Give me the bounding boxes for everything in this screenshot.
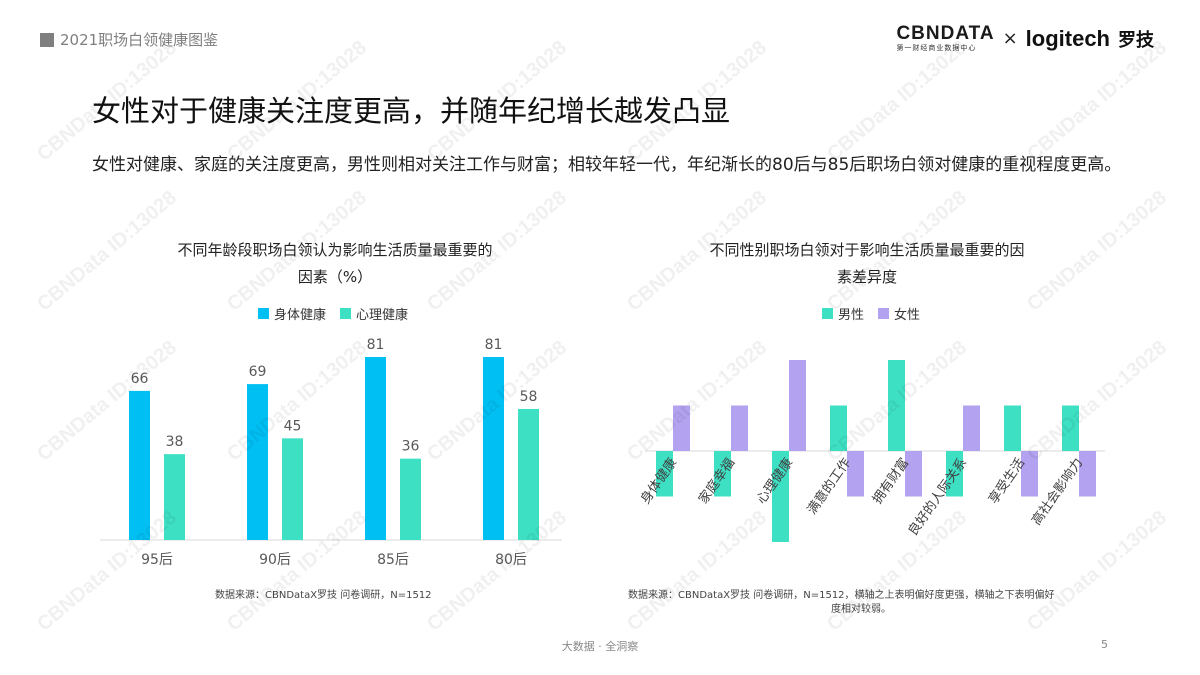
chart2-source: 数据来源：CBNDataX罗技 问卷调研，N=1512，横轴之上表明偏好度更强，… <box>628 589 1118 617</box>
chart2-legend-label-2: 女性 <box>894 308 921 323</box>
chart2-bar <box>888 360 905 451</box>
chart1-bar <box>483 357 504 540</box>
chart1-data-label: 81 <box>485 337 503 353</box>
chart1-source: 数据来源：CBNDataX罗技 问卷调研，N=1512 <box>215 590 432 601</box>
chart1-data-label: 36 <box>402 439 420 455</box>
chart1-title: 不同年龄段职场白领认为影响生活质量最重要的 因素（%） <box>120 237 550 291</box>
logitech-cn-logo: 罗技 <box>1118 29 1154 51</box>
chart1-data-label: 58 <box>520 389 538 405</box>
chart1-legend-label-1: 身体健康 <box>274 308 327 323</box>
chart2-legend-swatch-2 <box>878 308 890 319</box>
chart1-bar <box>282 438 303 540</box>
header-tag: 2021职场白领健康图鉴 <box>40 29 218 50</box>
logo-separator: × <box>1002 28 1018 49</box>
page-number: 5 <box>1101 638 1108 651</box>
chart2-bar <box>1021 451 1038 497</box>
chart1-category-label: 95后 <box>141 552 173 568</box>
chart1-legend-swatch-2 <box>340 308 352 319</box>
chart2-bar <box>714 451 731 497</box>
chart1-bar <box>247 384 268 540</box>
cbndata-logo-sub: 第一财经商业数据中心 <box>896 44 977 52</box>
chart1-data-label: 81 <box>367 337 385 353</box>
partner-logos: CBNDATA 第一财经商业数据中心 × logitech 罗技 <box>896 24 1154 53</box>
chart1-title-line1: 不同年龄段职场白领认为影响生活质量最重要的 <box>177 241 493 259</box>
chart1-bar <box>129 390 150 540</box>
chart2-bar <box>731 405 748 451</box>
chart2-source-line2: 度相对较弱。 <box>831 604 891 615</box>
chart1-legend-item-2: 心理健康 <box>340 304 408 323</box>
chart1-data-label: 69 <box>249 364 267 380</box>
page-subtitle: 女性对健康、家庭的关注度更高，男性则相对关注工作与财富；相较年轻一代，年纪渐长的… <box>92 155 1122 175</box>
chart2-legend: 男性 女性 <box>822 304 934 323</box>
chart1-bar <box>164 454 185 540</box>
chart1-category-label: 90后 <box>259 552 291 568</box>
chart2-title-line2: 素差异度 <box>836 268 897 286</box>
chart2-legend-swatch-1 <box>822 308 833 319</box>
chart2-bar <box>789 360 806 451</box>
chart1-legend: 身体健康 心理健康 <box>258 304 422 323</box>
chart2-bar <box>1079 451 1096 497</box>
chart2-bar <box>1062 405 1079 451</box>
chart1-category-label: 85后 <box>377 552 409 568</box>
chart1-legend-label-2: 心理健康 <box>356 308 409 323</box>
chart1-data-label: 66 <box>131 371 149 387</box>
chart2-legend-item-2: 女性 <box>878 304 920 323</box>
chart2-bar <box>946 451 963 497</box>
chart2-bar <box>772 451 789 542</box>
cbndata-logo: CBNDATA 第一财经商业数据中心 <box>896 24 994 53</box>
chart1-legend-swatch-1 <box>258 308 269 319</box>
chart2-bar <box>847 451 864 497</box>
chart1-bar <box>518 408 539 540</box>
chart2-bar <box>1004 405 1021 451</box>
chart2-source-line1: 数据来源：CBNDataX罗技 问卷调研，N=1512，横轴之上表明偏好度更强，… <box>628 590 1055 601</box>
chart1-category-label: 80后 <box>495 552 527 568</box>
logitech-logo: logitech <box>1025 25 1110 51</box>
cbndata-logo-name: CBNDATA <box>896 23 995 44</box>
header-square-icon <box>40 32 54 47</box>
page-title: 女性对于健康关注度更高，并随年纪增长越发凸显 <box>92 94 731 128</box>
chart2-title-line1: 不同性别职场白领对于影响生活质量最重要的因 <box>709 241 1025 259</box>
chart2-legend-item-1: 男性 <box>822 304 864 323</box>
footer-text: 大数据 · 全洞察 <box>561 640 639 653</box>
header-tag-text: 2021职场白领健康图鉴 <box>60 31 219 49</box>
chart1-title-line2: 因素（%） <box>297 268 373 286</box>
chart2-bar <box>830 405 847 451</box>
chart2-bar <box>656 451 673 497</box>
chart1-legend-item-1: 身体健康 <box>258 304 326 323</box>
chart2-bar <box>673 405 690 451</box>
chart2-bar <box>963 405 980 451</box>
chart1-bar <box>400 458 421 540</box>
chart2-title: 不同性别职场白领对于影响生活质量最重要的因 素差异度 <box>652 237 1082 291</box>
chart2-legend-label-1: 男性 <box>838 308 865 323</box>
chart1-data-label: 45 <box>284 418 302 434</box>
chart2-category-label: 满意的工作 <box>804 455 854 517</box>
chart1-bar <box>365 357 386 540</box>
chart1-data-label: 38 <box>166 434 184 450</box>
chart2-bar <box>905 451 922 497</box>
